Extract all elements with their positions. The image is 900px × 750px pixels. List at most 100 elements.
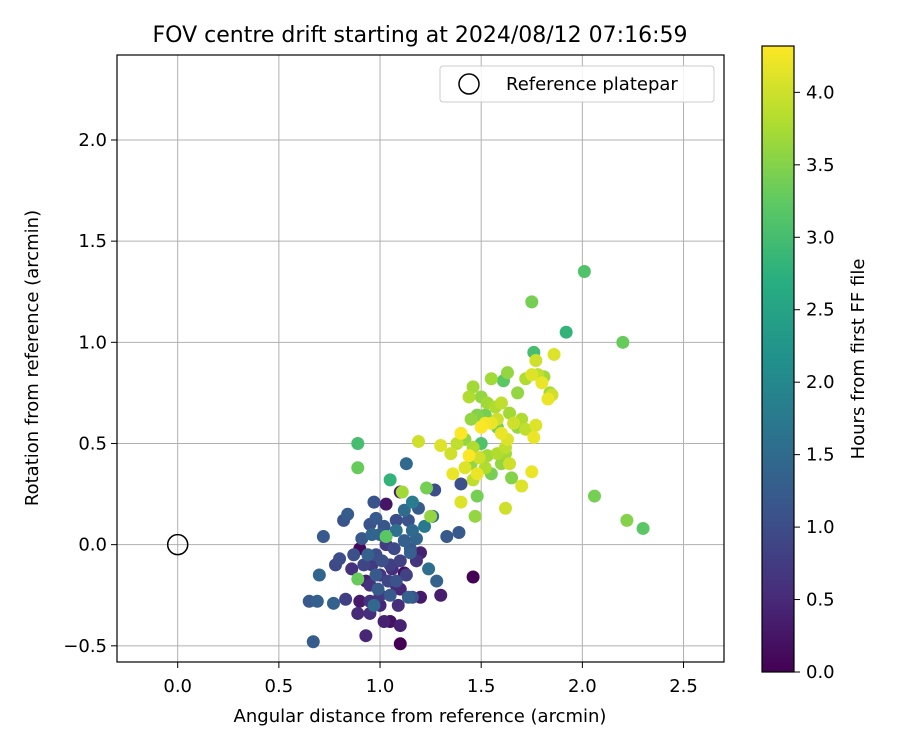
data-point: [345, 562, 359, 576]
data-point: [405, 523, 419, 537]
data-point: [339, 592, 353, 606]
data-point: [405, 495, 419, 509]
data-point: [312, 568, 326, 582]
data-point: [515, 479, 529, 493]
data-point: [422, 562, 436, 576]
data-point: [371, 582, 385, 596]
data-point: [347, 548, 361, 562]
data-point: [466, 570, 480, 584]
data-point: [434, 588, 448, 602]
data-point: [393, 554, 407, 568]
data-point: [393, 619, 407, 633]
data-point: [527, 430, 541, 444]
data-point: [462, 390, 476, 404]
data-point: [351, 461, 365, 475]
x-tick-label: 2.0: [568, 676, 597, 697]
y-axis-ticks: −0.5 0.0 0.5 1.0 1.5 2.0: [63, 130, 117, 657]
y-tick-label: 2.0: [78, 130, 107, 151]
colorbar-tick-label: 0.5: [806, 590, 835, 611]
colorbar: [761, 45, 795, 673]
data-point: [395, 485, 409, 499]
data-points: [302, 264, 650, 651]
data-point: [326, 596, 340, 610]
data-point: [498, 501, 512, 515]
colorbar-tick-label: 1.0: [806, 517, 835, 538]
data-point: [379, 530, 393, 544]
data-point: [494, 426, 508, 440]
data-point: [503, 406, 517, 420]
data-point: [452, 526, 466, 540]
data-point: [377, 615, 391, 629]
data-point: [379, 497, 393, 511]
data-point: [383, 588, 397, 602]
data-point: [454, 495, 468, 509]
data-point: [577, 264, 591, 278]
data-point: [397, 534, 411, 548]
plot-frame: [116, 54, 725, 663]
reference-marker: [166, 533, 189, 556]
y-tick-label: 0.0: [78, 535, 107, 556]
x-tick-label: 1.0: [366, 676, 395, 697]
y-axis-label: Rotation from reference (arcmin): [22, 210, 43, 506]
data-point: [446, 467, 460, 481]
data-point: [472, 451, 486, 465]
data-point: [361, 548, 375, 562]
colorbar-tick-label: 4.0: [806, 82, 835, 103]
colorbar-tick-label: 3.0: [806, 227, 835, 248]
data-point: [430, 574, 444, 588]
colorbar-tick-label: 2.5: [806, 300, 835, 321]
data-point: [411, 434, 425, 448]
data-point: [310, 594, 324, 608]
x-tick-label: 1.5: [467, 676, 496, 697]
gridlines: [117, 55, 724, 662]
data-point: [616, 335, 630, 349]
data-point: [393, 637, 407, 651]
data-point: [401, 513, 415, 527]
data-point: [399, 568, 413, 582]
data-point: [316, 530, 330, 544]
data-point: [547, 347, 561, 361]
colorbar-tick-label: 2.0: [806, 372, 835, 393]
data-point: [484, 372, 498, 386]
data-point: [494, 396, 508, 410]
data-point: [529, 354, 543, 368]
data-point: [525, 295, 539, 309]
colorbar-label: Hours from first FF file: [848, 259, 869, 460]
data-point: [351, 572, 365, 586]
data-point: [454, 426, 468, 440]
legend-label: Reference platepar: [506, 74, 678, 95]
data-point: [333, 552, 347, 566]
legend-marker-icon: [458, 73, 480, 95]
data-point: [383, 473, 397, 487]
data-point: [434, 439, 448, 453]
data-point: [620, 513, 634, 527]
data-point: [367, 495, 381, 509]
data-point: [511, 386, 525, 400]
data-point: [466, 380, 480, 394]
data-point: [454, 477, 468, 491]
data-point: [636, 521, 650, 535]
data-point: [588, 489, 602, 503]
data-point: [507, 416, 521, 430]
data-point: [391, 598, 405, 612]
data-point: [369, 568, 383, 582]
x-tick-label: 0.0: [163, 676, 192, 697]
data-point: [367, 598, 381, 612]
data-point: [529, 418, 543, 432]
reference-point: [166, 533, 189, 556]
data-point: [397, 503, 411, 517]
data-point: [389, 523, 403, 537]
data-point: [353, 594, 367, 608]
data-point: [306, 635, 320, 649]
legend-box: [439, 65, 715, 103]
data-point: [418, 519, 432, 533]
data-point: [401, 590, 415, 604]
x-tick-label: 2.5: [669, 676, 698, 697]
data-point: [535, 376, 549, 390]
data-point: [375, 554, 389, 568]
data-point: [341, 507, 355, 521]
data-point: [440, 530, 454, 544]
data-point: [450, 436, 464, 450]
data-point: [525, 465, 539, 479]
